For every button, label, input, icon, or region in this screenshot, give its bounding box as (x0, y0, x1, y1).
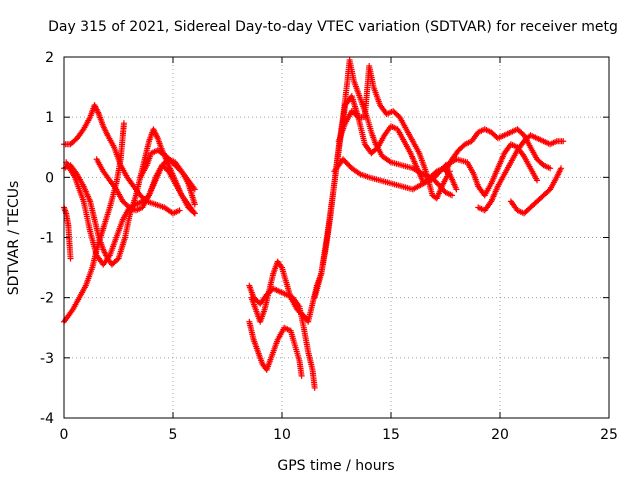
axis-tick-labels: 0 5 10 15 20 25 -4 -3 -2 -1 0 1 2 (40, 50, 618, 443)
series-trace-g (137, 126, 198, 217)
series-trace-n (442, 126, 554, 175)
axis-ticks (63, 56, 610, 419)
y-tick-label: -4 (40, 411, 54, 427)
x-axis-label: GPS time / hours (277, 458, 394, 474)
x-tick-label: 25 (600, 427, 618, 443)
series-trace-p (507, 165, 565, 217)
series-trace-a (61, 204, 74, 262)
data-point (176, 207, 183, 214)
data-point (67, 255, 74, 262)
chart-title: Day 315 of 2021, Sidereal Day-to-day VTE… (48, 19, 618, 35)
data-point (311, 384, 318, 391)
data-point (191, 186, 198, 193)
series-trace-f (93, 156, 198, 217)
series-trace-b (61, 102, 183, 217)
data-point (534, 177, 541, 184)
y-tick-label: -1 (40, 231, 54, 247)
data-point (298, 372, 305, 379)
x-tick-label: 20 (491, 427, 509, 443)
data-point (353, 112, 360, 119)
data-point (449, 192, 456, 199)
x-tick-label: 5 (169, 427, 178, 443)
data-point (547, 165, 554, 172)
y-tick-label: -3 (40, 351, 54, 367)
series-trace-i (246, 318, 305, 379)
data-point (453, 186, 460, 193)
series-trace-o (475, 132, 567, 214)
y-axis-label: SDTVAR / TECUs (6, 181, 22, 296)
y-tick-label: 0 (45, 170, 54, 186)
data-point (120, 120, 127, 127)
data-points (61, 57, 567, 391)
grid-lines (64, 57, 609, 418)
data-point (191, 201, 198, 208)
y-tick-label: -2 (40, 291, 54, 307)
series-trace-h (246, 282, 318, 391)
x-tick-label: 0 (60, 427, 69, 443)
x-tick-label: 10 (273, 427, 291, 443)
series-trace-l (335, 63, 453, 202)
y-tick-label: 1 (45, 110, 54, 126)
data-point (558, 165, 565, 172)
y-tick-label: 2 (45, 50, 54, 66)
data-point (191, 210, 198, 217)
x-tick-label: 15 (382, 427, 400, 443)
data-point (560, 138, 567, 145)
